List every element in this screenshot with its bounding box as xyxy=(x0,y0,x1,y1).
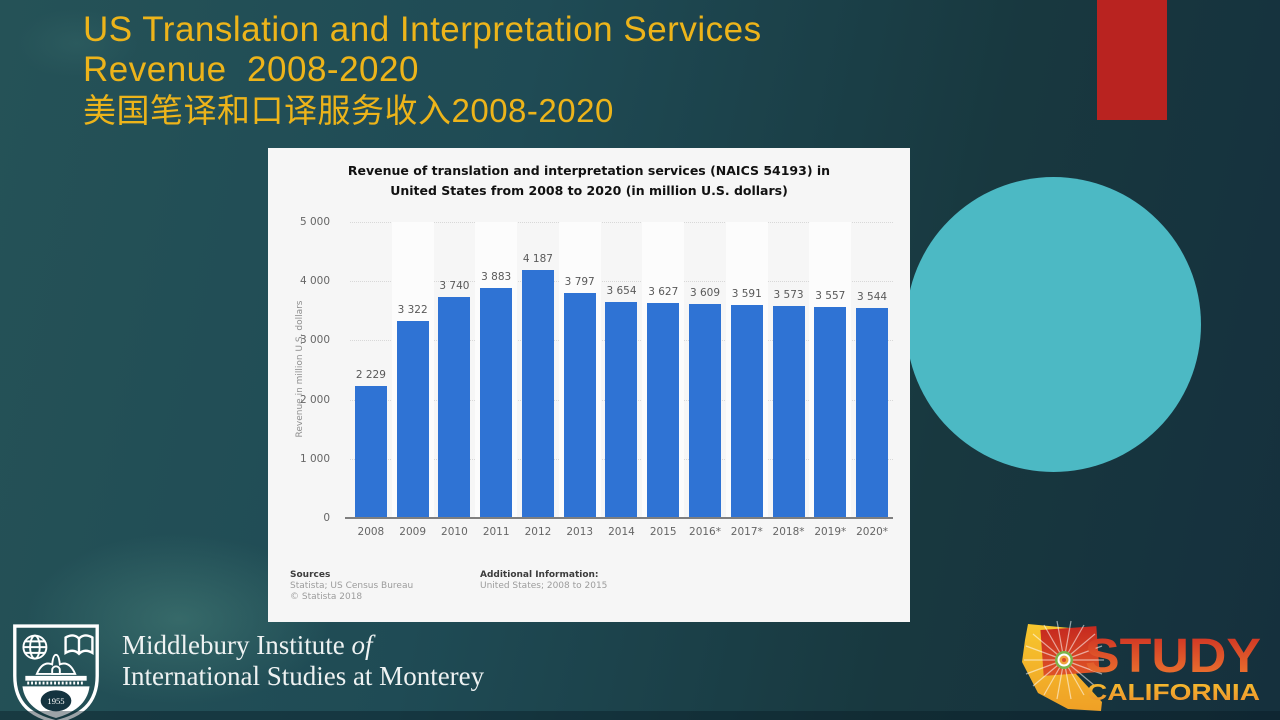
statista-chart-panel: Revenue of translation and interpretatio… xyxy=(268,148,910,622)
chart-title-line2: United States from 2008 to 2020 (in mill… xyxy=(390,183,788,198)
globe-icon xyxy=(22,634,48,660)
bar-column: 3 322 xyxy=(391,222,434,518)
y-tick-label: 2 000 xyxy=(299,394,330,406)
bar xyxy=(772,306,805,518)
x-tick-label: 2016* xyxy=(689,526,721,538)
bar-column: 3 544 xyxy=(851,222,893,518)
bar xyxy=(730,305,763,518)
bar-value-label: 3 557 xyxy=(815,290,846,302)
study-california-logo: STUDY CALIFORNIA xyxy=(1012,620,1264,714)
bar xyxy=(354,386,387,518)
slide-title-line1: US Translation and Interpretation Servic… xyxy=(83,10,762,49)
sources-line1: Statista; US Census Bureau xyxy=(290,581,414,591)
y-tick-label: 4 000 xyxy=(299,275,330,287)
red-accent-rectangle xyxy=(1097,0,1167,120)
x-tick-label: 2019* xyxy=(814,526,847,538)
chart-additional-info: Additional Information: United States; 2… xyxy=(480,570,607,592)
bar-column: 4 187 xyxy=(517,222,559,518)
bar-value-label: 3 654 xyxy=(606,285,637,297)
x-axis-labels: 2008 2009 2010 2011 2012 2013 2014 2015 2016* 201… xyxy=(350,526,893,538)
bar-column: 3 797 xyxy=(558,222,601,518)
bar xyxy=(647,303,680,518)
bar xyxy=(480,288,513,518)
study-wordmark: STUDY xyxy=(1085,630,1261,683)
middlebury-line2: International Studies at Monterey xyxy=(122,661,485,691)
bottom-edge-strip xyxy=(0,711,1280,720)
book-icon xyxy=(64,634,94,656)
chart-sources: Sources Statista; US Census Bureau © Sta… xyxy=(290,570,413,603)
study-california-graphic: STUDY CALIFORNIA xyxy=(1022,620,1261,711)
bar-column: 3 591 xyxy=(725,222,768,518)
y-tick-label: 1 000 xyxy=(299,453,330,465)
gridline xyxy=(350,281,893,282)
x-tick-label: 2014 xyxy=(608,526,635,538)
bar xyxy=(521,270,554,518)
y-tick-label: 5 000 xyxy=(299,216,330,228)
y-tick-label: 0 xyxy=(323,512,330,524)
bar-value-label: 2 229 xyxy=(355,369,386,381)
middlebury-shield-icon: 1955 xyxy=(13,624,99,720)
bar-value-label: 3 740 xyxy=(439,280,470,292)
x-tick-label: 2017* xyxy=(730,526,763,538)
slide-title-line3-chinese: 美国笔译和口译服务收入2008-2020 xyxy=(83,92,614,129)
bar xyxy=(563,293,596,518)
slide-title: US Translation and Interpretation Servic… xyxy=(83,10,1083,131)
x-axis-line xyxy=(345,517,893,519)
x-tick-label: 2012 xyxy=(524,526,552,538)
bar-column: 3 883 xyxy=(475,222,518,518)
bar xyxy=(396,321,429,518)
bar xyxy=(689,304,721,518)
bar-value-label: 4 187 xyxy=(522,253,553,265)
bar xyxy=(856,308,889,518)
bar-column: 3 609 xyxy=(684,222,726,518)
bar-column: 3 557 xyxy=(809,222,852,518)
bar-column: 3 573 xyxy=(768,222,810,518)
x-tick-label: 2011 xyxy=(482,526,510,538)
bar-value-label: 3 591 xyxy=(731,288,762,300)
additional-info-label: Additional Information: xyxy=(480,570,599,580)
bar-value-label: 3 544 xyxy=(857,291,888,303)
bar-value-label: 3 883 xyxy=(481,271,512,283)
x-tick-label: 2008 xyxy=(357,526,385,538)
x-tick-label: 2009 xyxy=(399,526,427,538)
bar xyxy=(814,307,847,518)
bar-value-label: 3 322 xyxy=(397,304,428,316)
x-tick-label: 2020* xyxy=(856,526,889,538)
bar xyxy=(605,302,638,518)
sources-label: Sources xyxy=(290,570,331,580)
bar-value-label: 3 609 xyxy=(689,287,721,299)
bar-column: 2 229 xyxy=(350,222,392,518)
chart-title: Revenue of translation and interpretatio… xyxy=(268,161,910,201)
middlebury-line1: Middlebury Institute of xyxy=(122,630,373,660)
additional-info-line1: United States; 2008 to 2015 xyxy=(480,581,608,591)
chart-title-line1: Revenue of translation and interpretatio… xyxy=(347,163,831,178)
middlebury-wordmark: Middlebury Institute of International St… xyxy=(122,630,484,692)
middlebury-logo: 1955 Middlebury Institute of Internation… xyxy=(10,622,484,720)
x-tick-label: 2013 xyxy=(566,526,594,538)
california-wordmark: CALIFORNIA xyxy=(1087,679,1260,705)
x-tick-label: 2010 xyxy=(441,526,468,538)
shield-year: 1955 xyxy=(47,696,64,706)
plot-area: 2 229 3 322 3 740 3 883 4 187 3 797 3 654 3 627… xyxy=(345,222,893,519)
bar-column: 3 740 xyxy=(434,222,476,518)
x-tick-label: 2015 xyxy=(649,526,677,538)
bar-value-label: 3 573 xyxy=(773,289,804,301)
bar xyxy=(438,297,471,518)
bar-column: 3 654 xyxy=(601,222,643,518)
teal-accent-circle xyxy=(906,177,1201,472)
bar-value-label: 3 797 xyxy=(564,276,595,288)
y-tick-label: 3 000 xyxy=(299,334,330,346)
x-tick-label: 2018* xyxy=(772,526,805,538)
mission-arch-icon xyxy=(35,653,77,675)
plot-columns: 2 229 3 322 3 740 3 883 4 187 3 797 3 654 3 627… xyxy=(350,222,893,518)
gridline xyxy=(350,222,893,223)
shield-band xyxy=(25,675,87,681)
slide-title-line2: Revenue 2008-2020 xyxy=(83,50,419,89)
bar-column: 3 627 xyxy=(642,222,685,518)
y-axis-labels: 5 000 4 000 3 000 2 000 1 000 0 xyxy=(268,216,342,524)
bar-value-label: 3 627 xyxy=(648,286,679,298)
sources-line2: © Statista 2018 xyxy=(290,592,363,602)
